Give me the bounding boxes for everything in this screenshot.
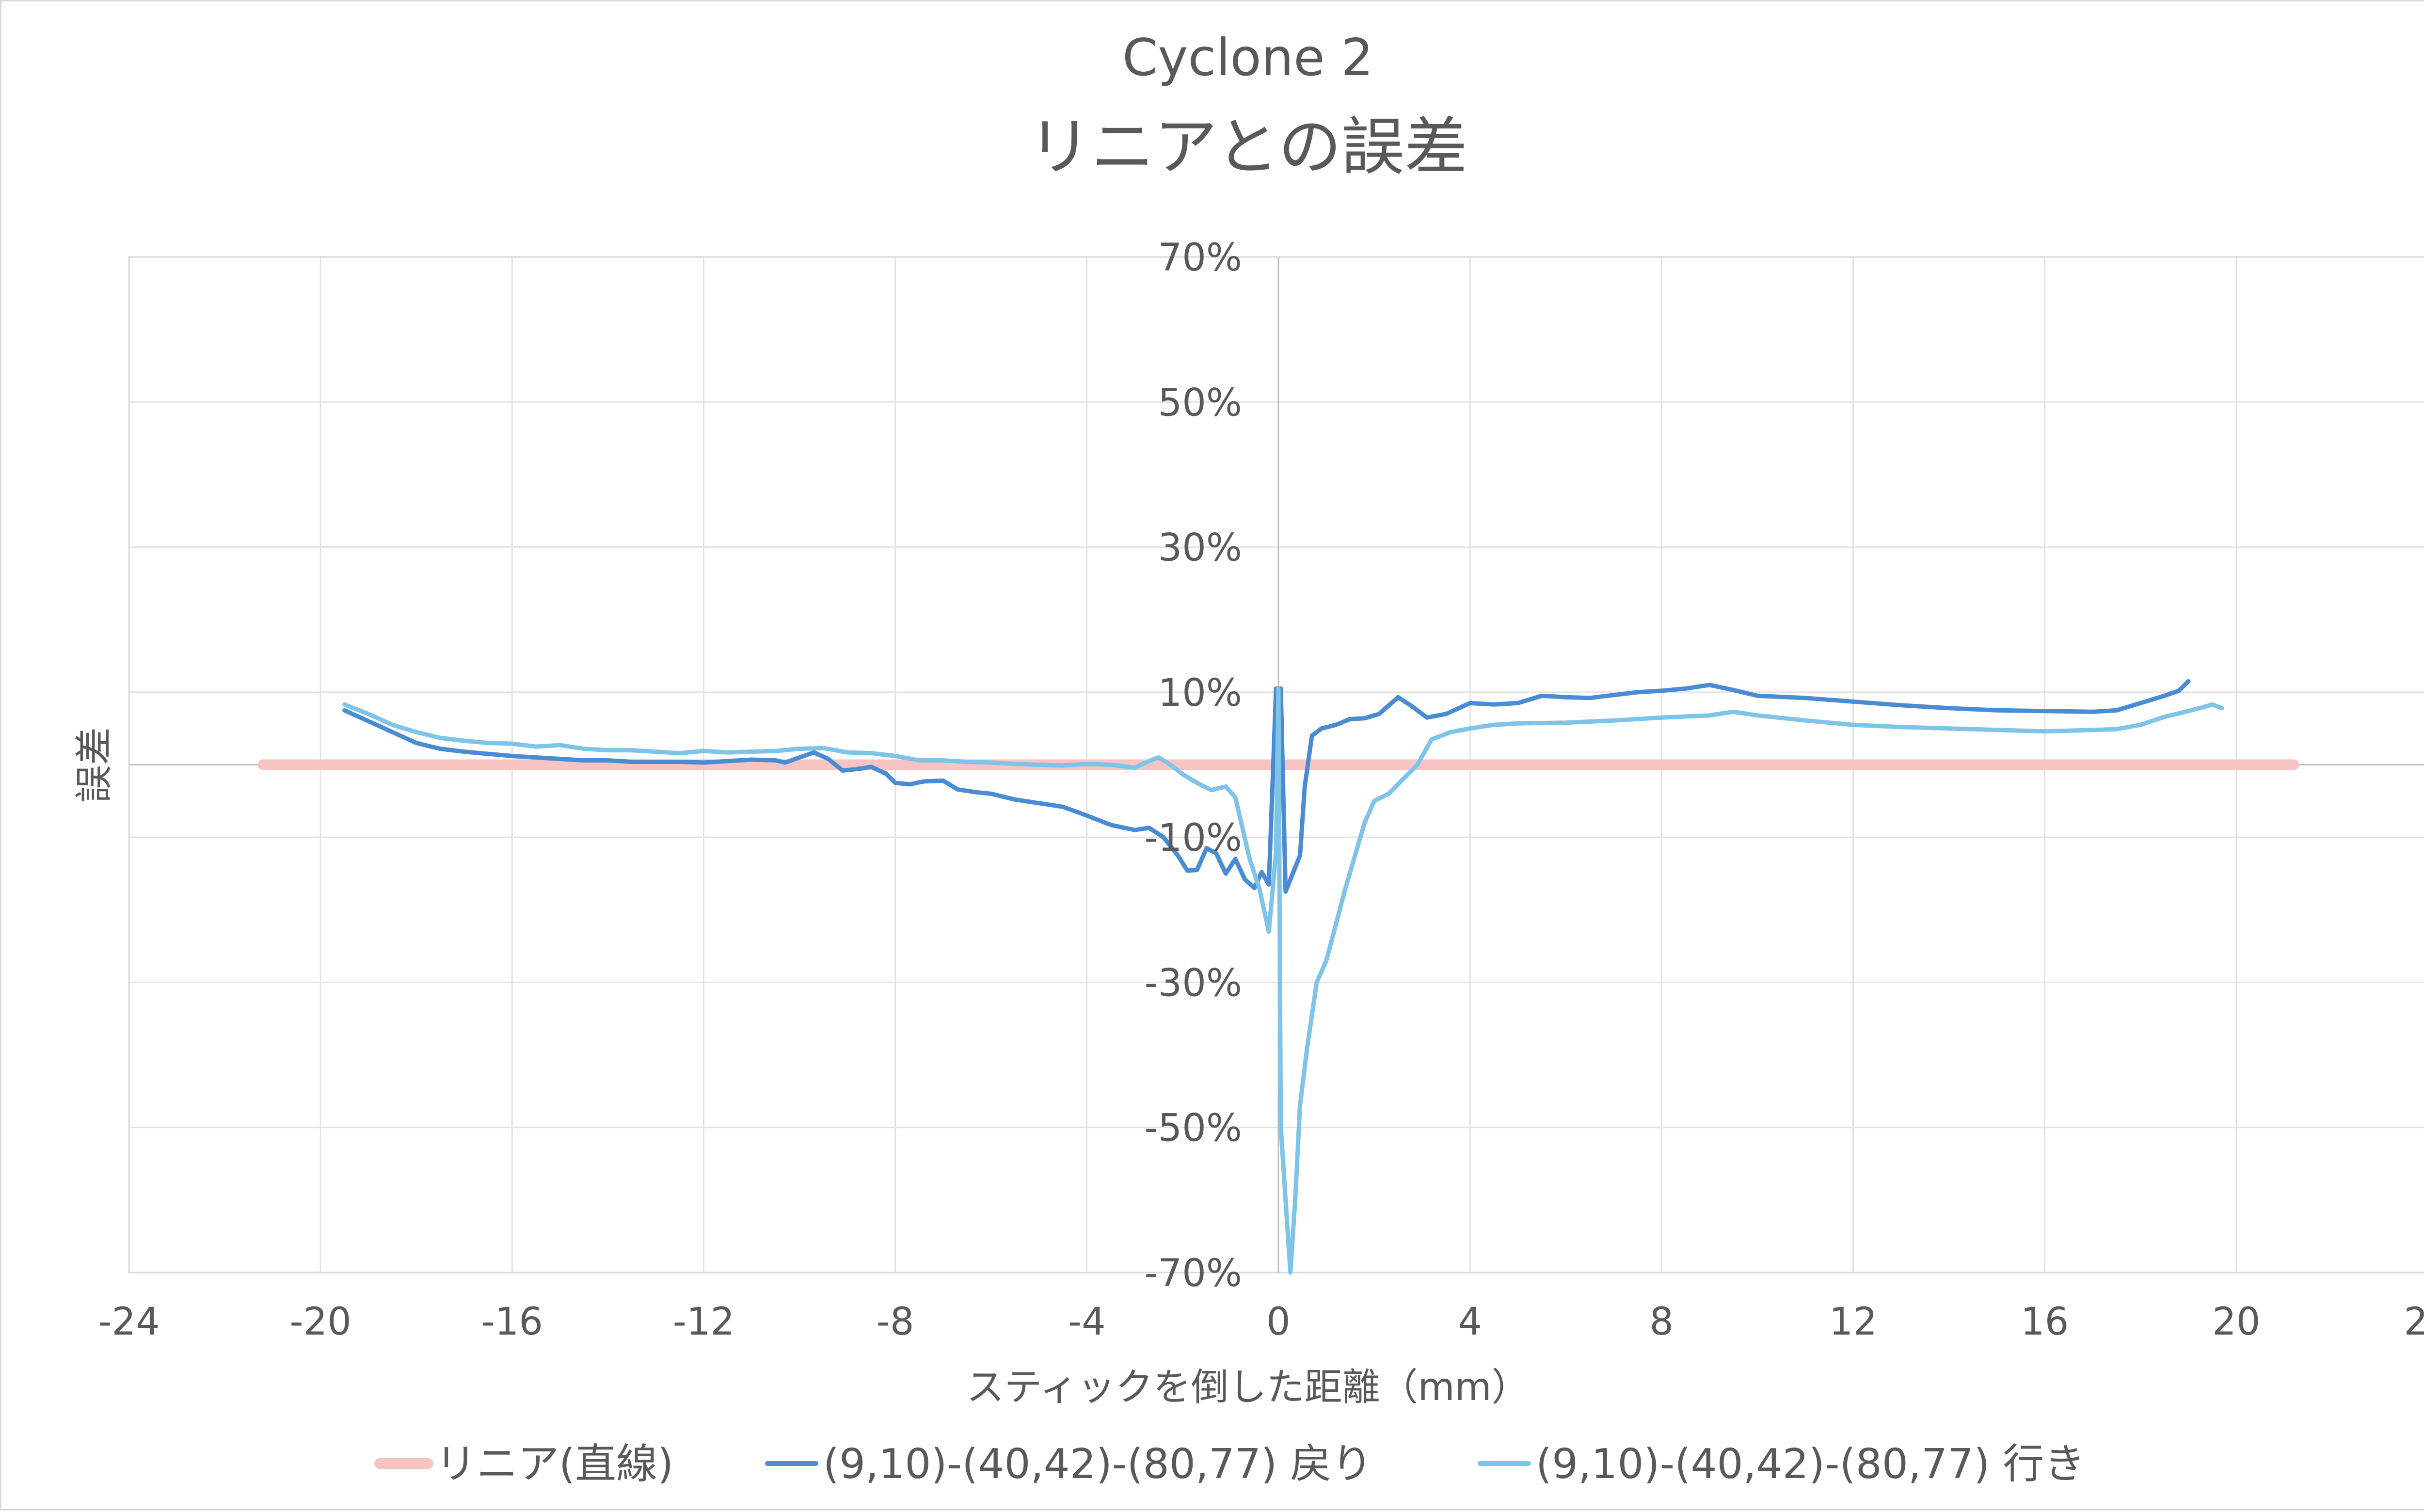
x-axis-title: スティックを倒した距離（mm） [966, 1366, 1529, 1409]
y-tick-label: -10% [1144, 816, 1242, 860]
y-tick-label: 30% [1158, 526, 1242, 570]
y-tick-label: -50% [1144, 1107, 1242, 1150]
y-axis-tick-labels: 70% 50% 30% 10% -10% -30% -50% -70% [1144, 236, 1242, 1295]
x-tick-label: -8 [877, 1300, 914, 1344]
x-tick-label: 24 [2404, 1300, 2424, 1344]
series-lines [257, 679, 2299, 1275]
y-tick-label: -30% [1144, 961, 1242, 1005]
x-tick-label: 16 [2021, 1300, 2069, 1344]
x-tick-label: 8 [1650, 1300, 1674, 1344]
x-tick-label: -24 [98, 1300, 159, 1344]
x-tick-label: 0 [1266, 1300, 1291, 1344]
x-tick-label: -16 [481, 1300, 543, 1344]
legend-label: (9,10)-(40,42)-(80,77) 行き [1536, 1440, 2085, 1488]
y-tick-label: 70% [1158, 236, 1242, 280]
chart-title: Cyclone 2 [1122, 28, 1373, 87]
x-tick-label: -4 [1068, 1300, 1106, 1344]
legend-label: (9,10)-(40,42)-(80,77) 戻り [823, 1440, 1372, 1488]
x-tick-label: 4 [1458, 1300, 1482, 1344]
x-tick-label: -12 [673, 1300, 734, 1344]
y-tick-label: 10% [1158, 671, 1242, 715]
series-line [342, 679, 2191, 894]
y-axis-title: 誤差 [73, 727, 116, 803]
chart-subtitle: リニアとの誤差 [1028, 110, 1467, 184]
y-tick-label: -70% [1144, 1252, 1242, 1295]
x-tick-label: 12 [1829, 1300, 1877, 1344]
y-tick-label: 50% [1158, 381, 1242, 425]
x-axis-tick-labels: -24 -20 -16 -12 -8 -4 0 4 8 12 16 20 24 [98, 1300, 2424, 1344]
x-tick-label: 20 [2212, 1300, 2260, 1344]
legend: リニア(直線) (9,10)-(40,42)-(80,77) 戻り (9,10)-(… [374, 1440, 2085, 1488]
legend-label: リニア(直線) [435, 1440, 673, 1488]
series-line [342, 686, 2224, 1275]
x-tick-label: -20 [289, 1300, 351, 1344]
